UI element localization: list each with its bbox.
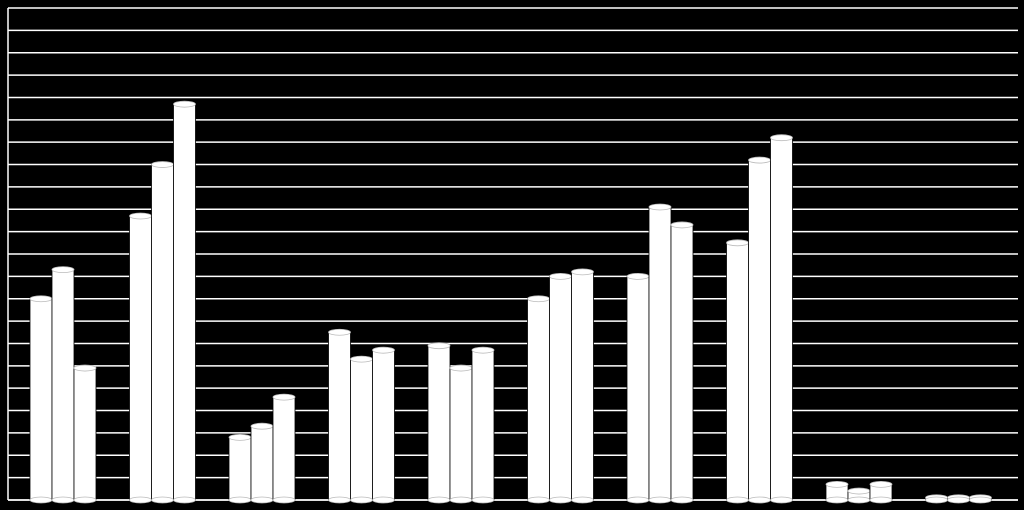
bar-base — [372, 496, 395, 504]
bar-top — [670, 221, 694, 229]
bar-top — [626, 272, 650, 280]
bar-base — [869, 496, 893, 504]
bar-top — [549, 272, 572, 280]
bar-top — [350, 355, 373, 363]
bar — [51, 269, 75, 501]
bar-base — [549, 496, 572, 504]
bar-base — [449, 496, 473, 504]
bar-top — [173, 100, 196, 108]
bar — [372, 349, 395, 501]
bar-base — [571, 496, 594, 504]
bar-top — [328, 328, 351, 336]
bar — [29, 298, 53, 501]
bar — [571, 271, 594, 501]
bar-top — [51, 266, 75, 274]
bar — [726, 242, 749, 501]
bar-base — [726, 496, 749, 504]
bar-base — [947, 496, 970, 504]
bar — [173, 103, 196, 501]
bar-base — [250, 496, 274, 504]
bar-base — [825, 496, 849, 504]
bar — [471, 349, 495, 501]
bar — [250, 425, 274, 501]
bar — [272, 396, 296, 501]
bar-top — [471, 346, 495, 354]
bar-top — [151, 161, 174, 168]
bar-top — [770, 134, 793, 142]
bar-top — [228, 433, 252, 441]
bar-top — [825, 480, 849, 488]
bar — [427, 345, 451, 501]
bar-top — [372, 346, 395, 354]
bar-top — [571, 268, 594, 276]
bar-top — [272, 393, 296, 401]
bar-base — [847, 496, 871, 504]
bar-base — [129, 496, 152, 504]
bar-top — [726, 239, 749, 247]
bar — [350, 358, 373, 501]
bar-base — [427, 496, 451, 504]
bar-base — [29, 496, 53, 504]
bar-base — [173, 496, 196, 504]
bar-top — [847, 487, 871, 495]
bar — [670, 224, 694, 501]
bar — [648, 206, 672, 501]
bar-top — [427, 342, 451, 350]
bar-top — [869, 480, 893, 488]
bar-base — [969, 496, 992, 504]
bar — [527, 298, 550, 501]
bar-base — [151, 496, 174, 504]
bar-base — [350, 496, 373, 504]
bar-top — [648, 203, 672, 211]
bar-base — [272, 496, 296, 504]
bar-base — [527, 496, 550, 504]
bar — [129, 215, 152, 501]
bar-base — [648, 496, 672, 504]
bar — [449, 367, 473, 501]
bar — [549, 275, 572, 501]
bar-top — [250, 422, 274, 430]
bar-base — [51, 496, 75, 504]
bar — [228, 436, 252, 501]
bar-top — [449, 364, 473, 372]
bar-top — [29, 295, 53, 303]
bar-base — [626, 496, 650, 504]
bar-base — [328, 496, 351, 504]
bar-base — [770, 496, 793, 504]
bar-base — [670, 496, 694, 504]
bar — [626, 275, 650, 501]
bar-base — [228, 496, 252, 504]
bar-top — [748, 156, 771, 164]
bar — [328, 331, 351, 501]
bar — [151, 164, 174, 501]
bar — [73, 367, 97, 501]
bar-top — [73, 364, 97, 372]
bar-base — [471, 496, 495, 504]
bar-top — [527, 295, 550, 303]
bar-base — [925, 496, 948, 504]
bar-base — [73, 496, 97, 504]
bar-top — [129, 212, 152, 220]
bar-base — [748, 496, 771, 504]
bar — [770, 137, 793, 501]
bar — [748, 159, 771, 501]
